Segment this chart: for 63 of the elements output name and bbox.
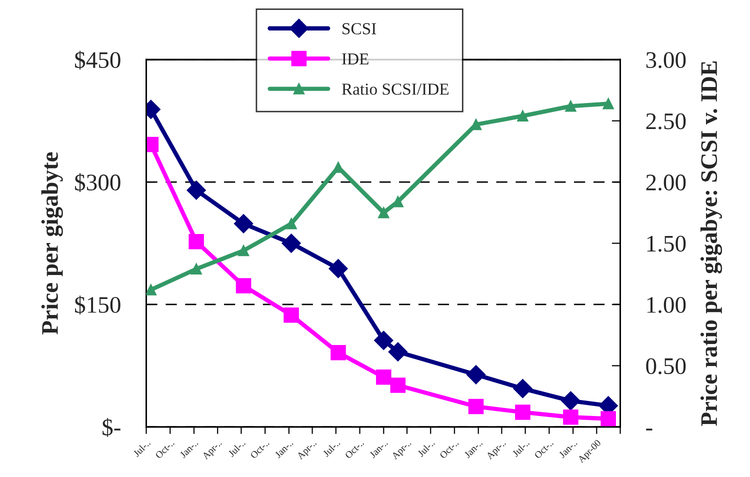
y-tick-label: $150	[75, 296, 120, 314]
point	[188, 234, 204, 250]
point	[328, 259, 348, 278]
x-tick-label: Apr-..	[486, 439, 508, 462]
point	[376, 369, 392, 385]
point	[374, 330, 394, 350]
point	[515, 404, 530, 420]
y2-tick-label: 0.50	[646, 358, 686, 374]
legend-label: IDE	[342, 53, 368, 64]
x-tick-label: Apr-..	[391, 439, 413, 462]
legend-label: SCSI	[342, 23, 376, 34]
point	[190, 263, 202, 275]
x-tick-label: Apr-..	[202, 439, 224, 462]
y2-tick-label: 3.00	[646, 52, 686, 68]
x-tick-label: Oct-..	[439, 439, 459, 459]
x-tick-label: Jul-..	[512, 439, 530, 458]
x-tick-label: Oct-..	[154, 439, 175, 459]
x-tick-label: Jul-..	[416, 439, 436, 458]
y2-tick-label: -	[646, 428, 652, 430]
point	[563, 409, 578, 425]
y-axis-title: Price per gigabyte	[41, 152, 63, 334]
point	[468, 398, 484, 414]
point	[282, 234, 301, 253]
point	[517, 110, 528, 122]
point	[234, 214, 254, 234]
point	[390, 378, 406, 393]
y2-tick-label: 1.00	[647, 296, 686, 314]
point	[238, 245, 250, 256]
point	[284, 307, 299, 323]
point	[330, 345, 346, 360]
point	[392, 196, 404, 208]
y2-tick-label: 2.50	[646, 113, 686, 130]
point	[600, 411, 616, 426]
y2-axis-title: Price ratio per gigabye: SCSI v. IDE	[700, 61, 722, 426]
legend-label: Ratio SCSI/IDE	[342, 84, 448, 95]
point	[388, 342, 408, 362]
y2-tick-label: 2.00	[646, 174, 686, 191]
x-tick-label: Jul-..	[228, 439, 246, 458]
point	[236, 278, 252, 294]
x-tick-label: Oct-..	[344, 439, 364, 459]
x-tick-label: Jan-..	[180, 439, 198, 458]
point	[561, 391, 580, 410]
y-tick-label: $-	[102, 418, 120, 437]
point	[146, 284, 156, 296]
point	[513, 379, 532, 398]
point	[602, 98, 614, 110]
y2-tick-label: 1.50	[647, 236, 686, 252]
x-tick-label: Apr-..	[296, 439, 318, 462]
x-tick-label: Jan-..	[274, 439, 294, 458]
y-tick-label: $300	[75, 173, 120, 192]
x-tick-label: Oct-..	[250, 439, 270, 459]
point	[466, 365, 486, 384]
x-tick-label: Jul-..	[132, 439, 151, 458]
x-tick-label: Jan-..	[464, 439, 483, 458]
y-tick-label: $450	[75, 50, 120, 70]
point	[565, 100, 576, 112]
x-tick-label: Jan-..	[558, 439, 578, 458]
x-tick-label: Jul-..	[322, 439, 340, 458]
point	[286, 218, 297, 230]
point	[186, 180, 206, 200]
point	[378, 207, 390, 218]
x-tick-label: Jan-..	[369, 439, 388, 458]
x-tick-label: Oct-..	[534, 439, 554, 459]
